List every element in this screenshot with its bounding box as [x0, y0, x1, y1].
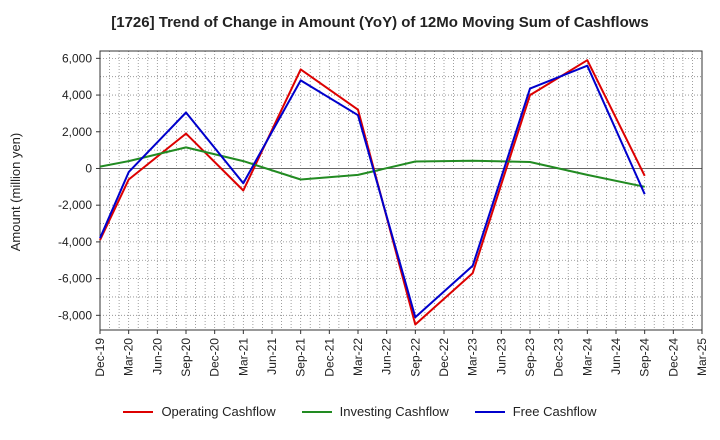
chart-title: [1726] Trend of Change in Amount (YoY) o…: [111, 14, 649, 31]
series-line-free-cashflow: [99, 64, 646, 319]
x-tick-label: Jun-23: [494, 338, 508, 375]
y-tick-label: 2,000: [62, 125, 92, 139]
legend-item-investing-cashflow: Investing Cashflow: [301, 404, 449, 419]
x-tick-label: Mar-20: [122, 338, 136, 376]
series-line-operating-cashflow: [99, 59, 646, 326]
x-tick-label: Mar-23: [466, 338, 480, 376]
x-tick-label: Jun-24: [609, 338, 623, 375]
legend-swatch-free: [474, 410, 505, 413]
series-line-investing-cashflow: [99, 146, 645, 188]
legend: Operating Cashflow Investing Cashflow Fr…: [0, 404, 720, 419]
x-tick-label: Dec-19: [93, 338, 107, 377]
y-tick-label: 6,000: [62, 51, 92, 65]
legend-item-operating-cashflow: Operating Cashflow: [123, 404, 276, 419]
x-tick-label: Sep-22: [408, 338, 422, 377]
y-tick-label: -8,000: [58, 308, 92, 322]
y-axis-label: Amount (million yen): [8, 133, 23, 252]
x-tick-label: Jun-20: [150, 338, 164, 375]
x-tick-label: Mar-24: [580, 338, 594, 376]
plot-frame: [99, 50, 703, 331]
x-tick-label: Dec-20: [208, 338, 222, 377]
x-tick-label: Sep-20: [179, 338, 193, 377]
legend-label-operating: Operating Cashflow: [161, 404, 276, 419]
x-tick-label: Dec-23: [552, 338, 566, 377]
x-tick-label: Dec-21: [322, 338, 336, 377]
x-tick-label: Sep-24: [638, 338, 652, 377]
y-tick-label: -6,000: [58, 272, 92, 286]
x-tick-label: Mar-21: [236, 338, 250, 376]
legend-swatch-operating: [123, 410, 154, 413]
y-tick-label: -4,000: [58, 235, 92, 249]
y-tick-label: 0: [85, 161, 92, 175]
y-tick-label: -2,000: [58, 198, 92, 212]
legend-label-investing: Investing Cashflow: [339, 404, 449, 419]
x-tick-label: Sep-21: [294, 338, 308, 377]
x-tick-label: Mar-22: [351, 338, 365, 376]
x-tick-label: Dec-24: [666, 338, 680, 377]
x-tick-label: Jun-22: [380, 338, 394, 375]
x-tick-label: Mar-25: [695, 338, 709, 376]
x-tick-label: Jun-21: [265, 338, 279, 375]
legend-swatch-investing: [301, 410, 332, 413]
legend-item-free-cashflow: Free Cashflow: [474, 404, 597, 419]
y-tick-label: 4,000: [62, 88, 92, 102]
x-tick-label: Sep-23: [523, 338, 537, 377]
legend-label-free: Free Cashflow: [512, 404, 597, 419]
x-tick-label: Dec-22: [437, 338, 451, 377]
